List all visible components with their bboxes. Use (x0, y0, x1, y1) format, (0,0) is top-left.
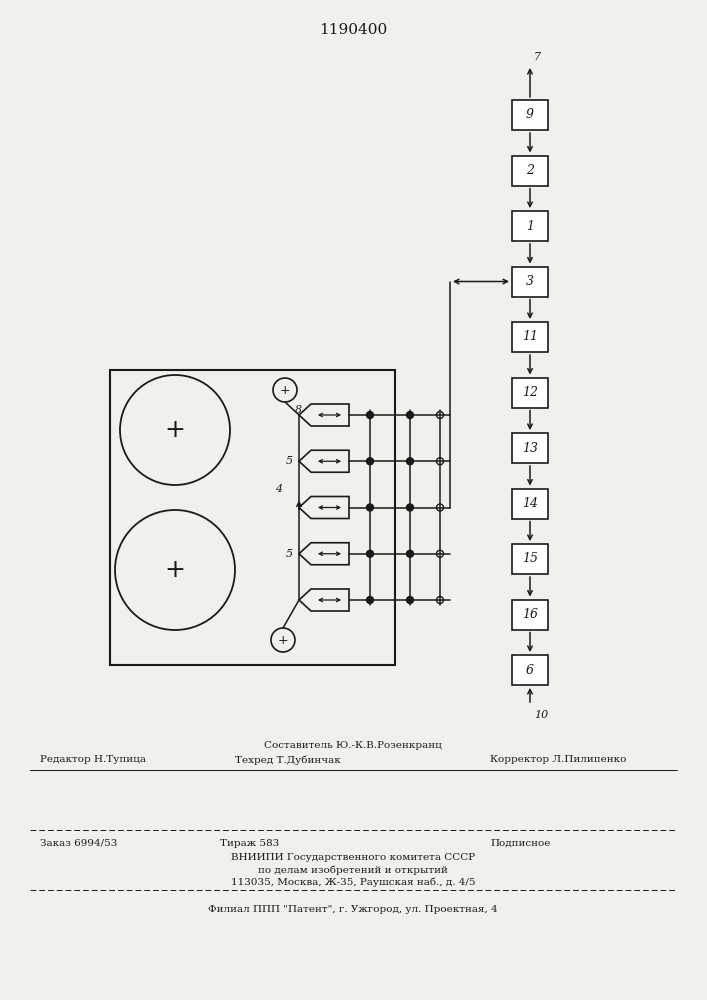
Circle shape (407, 504, 414, 511)
Bar (512, 322, 548, 352)
Text: 16: 16 (522, 608, 538, 621)
Text: Техред Т.Дубинчак: Техред Т.Дубинчак (235, 755, 341, 765)
Circle shape (407, 550, 414, 557)
Text: 1190400: 1190400 (319, 23, 387, 37)
Circle shape (366, 596, 373, 603)
Text: Подписное: Подписное (490, 838, 550, 848)
Text: 7: 7 (534, 52, 541, 62)
Text: 4: 4 (276, 485, 283, 494)
Bar (512, 100, 548, 130)
Bar (512, 488, 548, 518)
Text: +: + (278, 634, 288, 647)
Bar (512, 211, 548, 241)
Text: 5: 5 (286, 456, 293, 466)
Text: 13: 13 (522, 442, 538, 454)
Bar (512, 266, 548, 296)
Circle shape (366, 458, 373, 465)
Text: 1: 1 (526, 220, 534, 232)
Text: Тираж 583: Тираж 583 (220, 838, 279, 848)
Text: ВНИИПИ Государственного комитета СССР: ВНИИПИ Государственного комитета СССР (231, 854, 475, 862)
Text: Корректор Л.Пилипенко: Корректор Л.Пилипенко (490, 756, 626, 764)
Circle shape (407, 412, 414, 418)
Text: по делам изобретений и открытий: по делам изобретений и открытий (258, 865, 448, 875)
Text: Редактор Н.Тупица: Редактор Н.Тупица (40, 756, 146, 764)
Circle shape (366, 412, 373, 418)
Text: +: + (165, 418, 185, 442)
Text: 6: 6 (526, 664, 534, 676)
Circle shape (407, 596, 414, 603)
Text: 2: 2 (526, 164, 534, 177)
Circle shape (366, 550, 373, 557)
Bar (512, 544, 548, 574)
Text: Составитель Ю.-К.В.Розенкранц: Составитель Ю.-К.В.Розенкранц (264, 740, 442, 750)
Bar (512, 155, 548, 186)
Text: Заказ 6994/53: Заказ 6994/53 (40, 838, 117, 848)
Text: 113035, Москва, Ж-35, Раушская наб., д. 4/5: 113035, Москва, Ж-35, Раушская наб., д. … (230, 877, 475, 887)
Text: 5: 5 (286, 549, 293, 559)
Text: 8: 8 (295, 405, 302, 415)
Text: 12: 12 (522, 386, 538, 399)
Text: +: + (165, 558, 185, 582)
Text: Филиал ППП "Патент", г. Ужгород, ул. Проектная, 4: Филиал ППП "Патент", г. Ужгород, ул. Про… (208, 906, 498, 914)
Text: 11: 11 (522, 330, 538, 344)
Text: 15: 15 (522, 552, 538, 566)
Text: +: + (280, 383, 291, 396)
Text: 9: 9 (526, 108, 534, 121)
Text: 10: 10 (534, 710, 548, 720)
Circle shape (407, 458, 414, 465)
Text: 3: 3 (526, 275, 534, 288)
Circle shape (366, 504, 373, 511)
Bar (512, 377, 548, 408)
Bar (512, 599, 548, 630)
Bar (512, 655, 548, 685)
Text: 14: 14 (522, 497, 538, 510)
Bar (512, 433, 548, 463)
Bar (110, 370, 395, 665)
